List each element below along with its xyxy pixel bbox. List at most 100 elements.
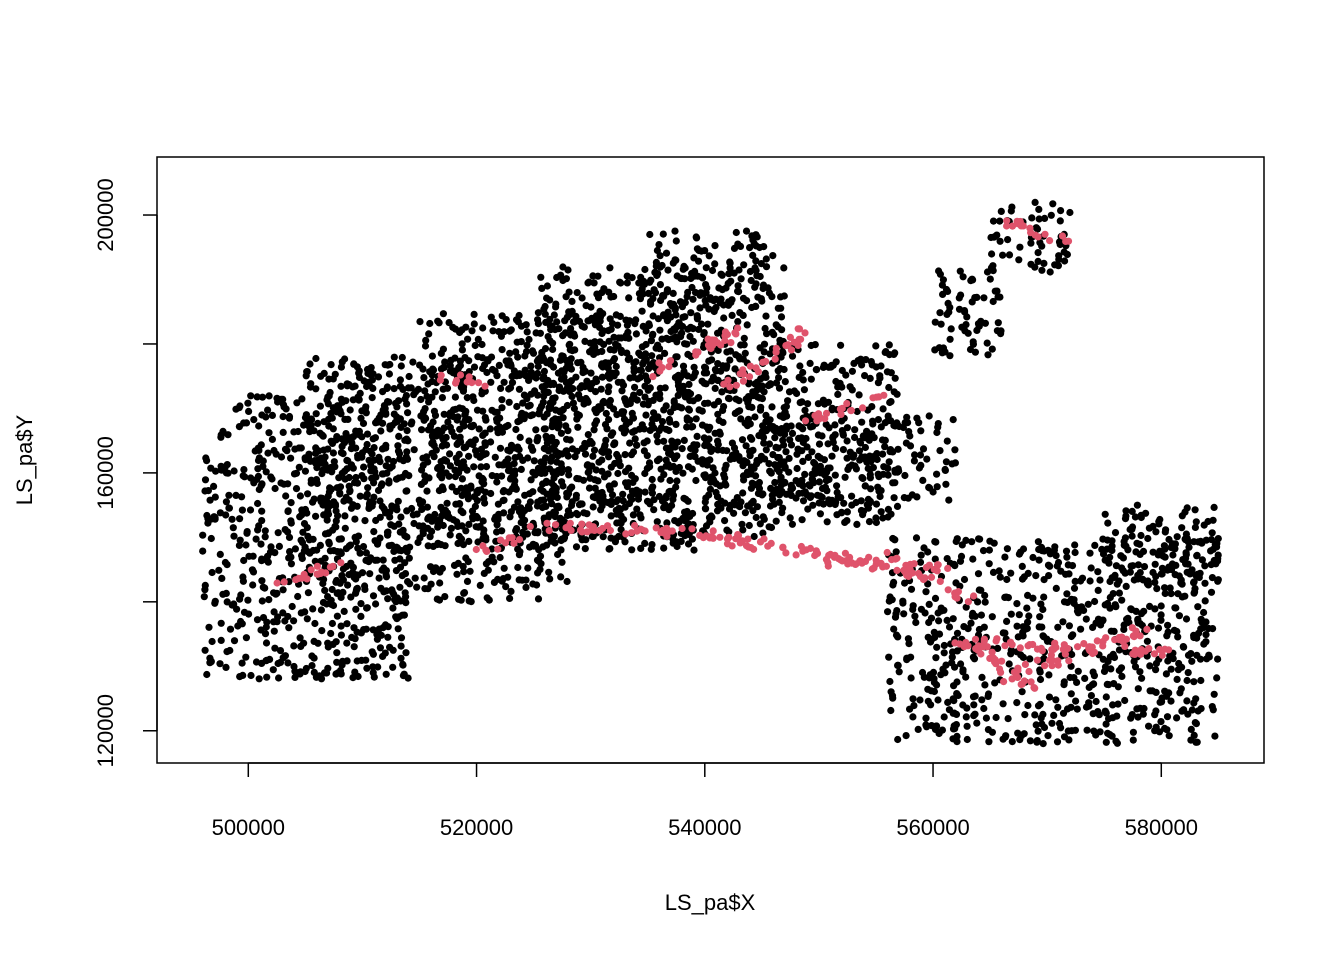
data-point xyxy=(718,271,726,279)
data-point xyxy=(760,243,768,251)
data-point xyxy=(756,385,764,393)
data-point xyxy=(726,383,734,391)
data-point xyxy=(312,476,321,484)
data-point xyxy=(332,638,340,646)
data-point xyxy=(742,227,751,235)
data-point xyxy=(641,469,649,478)
data-point xyxy=(991,287,999,295)
data-point xyxy=(428,439,436,448)
data-point xyxy=(736,539,744,547)
data-point xyxy=(539,398,547,406)
data-point xyxy=(1194,603,1202,611)
data-point xyxy=(673,452,681,460)
data-point xyxy=(1065,736,1073,744)
data-point xyxy=(324,492,332,500)
data-point xyxy=(553,273,561,282)
data-point xyxy=(599,327,608,335)
data-point xyxy=(647,300,655,308)
data-point xyxy=(321,586,329,595)
data-point xyxy=(1085,643,1094,651)
data-point xyxy=(1207,547,1215,555)
data-point xyxy=(779,504,787,512)
data-point xyxy=(1171,604,1179,612)
data-point xyxy=(606,396,615,405)
data-point xyxy=(800,386,809,394)
data-point xyxy=(1028,214,1036,222)
data-point xyxy=(201,487,209,495)
data-point xyxy=(473,406,482,414)
data-point xyxy=(1144,534,1152,543)
data-point xyxy=(631,435,639,443)
data-point xyxy=(711,366,720,374)
data-point xyxy=(767,523,776,532)
data-point xyxy=(891,468,899,476)
data-point xyxy=(528,347,537,355)
data-point xyxy=(510,460,518,468)
data-point xyxy=(557,375,566,383)
data-point xyxy=(399,526,407,534)
data-point xyxy=(527,412,535,420)
data-point xyxy=(621,451,629,459)
data-point xyxy=(656,326,664,334)
data-point xyxy=(668,527,676,535)
data-point xyxy=(1169,551,1177,559)
data-point xyxy=(429,365,437,373)
data-point xyxy=(376,458,384,466)
data-point xyxy=(526,543,534,551)
data-point xyxy=(931,594,940,603)
data-point xyxy=(670,300,678,308)
data-point xyxy=(739,377,748,385)
data-point xyxy=(1155,518,1163,526)
data-point xyxy=(685,380,693,388)
data-point xyxy=(872,342,880,350)
data-point xyxy=(1146,687,1154,695)
data-point xyxy=(334,512,342,520)
data-point xyxy=(1069,631,1077,639)
data-point xyxy=(752,513,760,522)
data-point xyxy=(203,457,211,465)
data-point xyxy=(838,366,846,375)
data-point xyxy=(336,666,345,675)
data-point xyxy=(684,350,692,358)
data-point xyxy=(273,579,281,587)
data-point xyxy=(285,533,294,542)
data-point xyxy=(718,388,726,396)
data-point xyxy=(394,497,402,505)
data-point xyxy=(583,528,591,536)
data-point xyxy=(436,376,444,384)
data-point xyxy=(678,445,686,453)
data-point xyxy=(552,303,560,311)
data-point xyxy=(604,470,612,478)
data-point xyxy=(512,316,521,324)
data-point xyxy=(596,527,604,535)
data-point xyxy=(270,608,278,616)
data-point xyxy=(567,325,575,333)
data-point xyxy=(1039,710,1047,719)
data-point xyxy=(807,423,815,431)
data-point xyxy=(937,320,945,328)
data-point xyxy=(858,418,866,426)
data-point xyxy=(940,649,948,657)
data-point xyxy=(1051,543,1059,551)
data-point xyxy=(252,535,260,543)
data-point xyxy=(684,497,692,505)
data-point xyxy=(257,626,265,634)
data-point xyxy=(326,547,334,555)
data-point xyxy=(543,294,551,302)
data-point xyxy=(844,560,852,568)
data-point xyxy=(1049,200,1057,208)
data-point xyxy=(824,440,832,448)
data-point xyxy=(605,545,613,553)
data-point xyxy=(701,504,710,512)
data-point xyxy=(801,470,809,478)
data-point xyxy=(1187,725,1195,734)
data-point xyxy=(1007,650,1015,658)
data-point xyxy=(443,499,451,507)
data-point xyxy=(997,668,1005,677)
data-point xyxy=(284,480,292,488)
data-point xyxy=(496,553,504,562)
data-point xyxy=(748,303,756,312)
data-point xyxy=(1122,582,1130,591)
data-point xyxy=(543,519,551,527)
